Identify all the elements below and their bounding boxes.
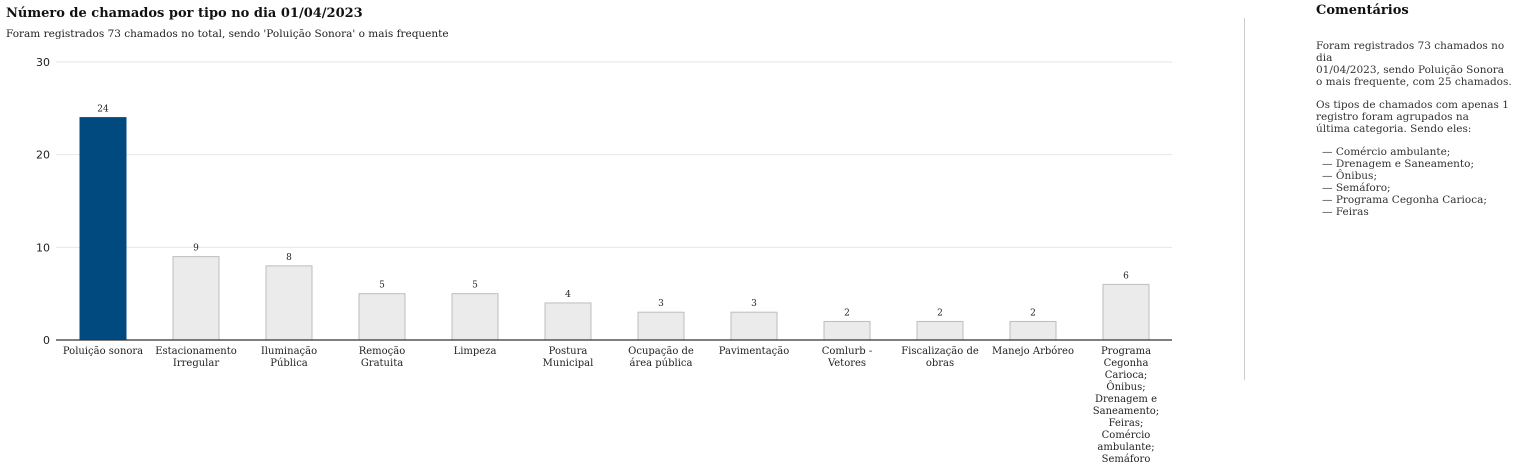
chart-subtitle: Foram registrados 73 chamados no total, … <box>6 28 449 40</box>
data-label: 8 <box>286 253 292 263</box>
data-label: 24 <box>97 105 109 115</box>
data-label: 2 <box>844 308 850 318</box>
x-tick-label: Poluição sonora <box>63 346 143 357</box>
data-label: 4 <box>565 290 571 300</box>
grouped-type-item: — Ônibus; <box>1322 170 1377 182</box>
comments-paragraph-1: Foram registrados 73 chamados no dia 01/… <box>1316 40 1516 88</box>
grouped-types-list: — Comércio ambulante; — Drenagem e Sanea… <box>1316 146 1516 218</box>
x-tick-label: Pavimentação <box>719 346 790 357</box>
grouped-type-item: — Semáforo; <box>1322 182 1391 194</box>
bar <box>823 320 871 341</box>
comments-line: 01/04/2023, sendo Poluição Sonora <box>1316 64 1505 76</box>
data-label: 3 <box>658 299 664 309</box>
grouped-type-item: — Feiras <box>1322 206 1369 218</box>
x-tick-label: Iluminação Pública <box>261 346 317 369</box>
x-tick-label: Postura Municipal <box>543 346 594 369</box>
x-tick-label: Comlurb -Vetores <box>822 346 873 369</box>
x-tick-label: Manejo Arbóreo <box>992 346 1074 357</box>
y-tick-label: 0 <box>43 334 50 347</box>
bar <box>637 311 685 341</box>
bar <box>172 256 220 341</box>
x-tick-label: Estacionamento Irregular <box>155 346 237 369</box>
comments-line: Foram registrados 73 chamados no dia <box>1316 40 1505 64</box>
data-label: 3 <box>751 299 757 309</box>
data-label: 5 <box>379 281 385 291</box>
bar <box>1009 320 1057 341</box>
bar <box>544 302 592 341</box>
bar <box>451 293 499 341</box>
comments-line: última categoria. Sendo eles: <box>1316 123 1472 135</box>
grouped-type-item: — Comércio ambulante; <box>1322 146 1451 158</box>
comments-paragraph-2: Os tipos de chamados com apenas 1 regist… <box>1316 99 1516 135</box>
grouped-type-item: — Drenagem e Saneamento; <box>1322 158 1474 170</box>
comments-line: registro foram agrupados na <box>1316 111 1469 123</box>
bar <box>916 320 964 341</box>
data-label: 5 <box>472 281 478 291</box>
y-tick-label: 10 <box>36 241 50 254</box>
x-tick-label: Ocupação de área pública <box>628 346 694 369</box>
x-tick-label: Programa Cegonha Carioca; Ônibus; Drenagem e… <box>1093 346 1159 465</box>
bar <box>79 117 127 341</box>
grouped-type-item: — Programa Cegonha Carioca; <box>1322 194 1487 206</box>
bar <box>265 265 313 341</box>
x-tick-label: Remoção Gratuita <box>359 346 406 369</box>
data-label: 9 <box>193 244 199 254</box>
chart-title: Número de chamados por tipo no dia 01/04… <box>6 6 363 21</box>
comments-line: o mais frequente, com 25 chamados. <box>1316 76 1512 88</box>
comments-line: Os tipos de chamados com apenas 1 <box>1316 99 1509 111</box>
data-label: 2 <box>1030 308 1036 318</box>
bar <box>358 293 406 341</box>
data-label: 6 <box>1123 271 1129 281</box>
divider-line <box>1244 18 1245 380</box>
bar <box>730 311 778 341</box>
x-tick-label: Limpeza <box>454 346 497 357</box>
comments-panel: Comentários Foram registrados 73 chamado… <box>1316 3 1516 218</box>
data-label: 2 <box>937 308 943 318</box>
y-tick-label: 30 <box>36 56 50 69</box>
x-tick-label: Fiscalização de obras <box>901 346 979 369</box>
y-tick-label: 20 <box>36 149 50 162</box>
comments-title: Comentários <box>1316 3 1409 18</box>
bar <box>1102 283 1150 341</box>
